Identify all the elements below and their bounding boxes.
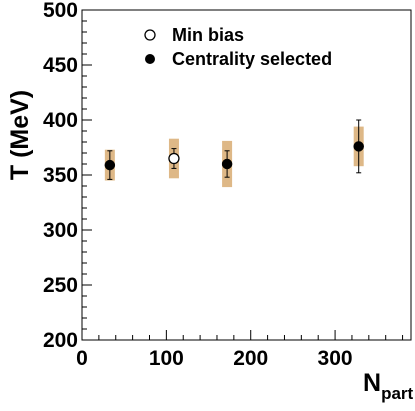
legend-label-min-bias: Min bias <box>172 25 244 45</box>
x-axis-tick-labels: 0 100 200 300 <box>76 347 352 370</box>
x-axis-title-subscript: part <box>381 384 413 403</box>
x-tick-label: 0 <box>76 347 88 370</box>
data-point-centrality-selected <box>221 158 233 170</box>
legend-label-centrality-selected: Centrality selected <box>172 49 332 69</box>
systematic-error-bands <box>104 126 364 188</box>
y-tick-label: 350 <box>43 164 78 187</box>
x-axis-title-main: N <box>363 369 381 397</box>
y-tick-label: 200 <box>43 329 78 352</box>
y-tick-label: 450 <box>43 54 78 77</box>
data-point-min-bias <box>168 152 180 165</box>
x-tick-label: 100 <box>149 347 184 370</box>
y-tick-label: 500 <box>43 0 78 22</box>
data-point-centrality-selected <box>104 159 116 171</box>
y-tick-label: 400 <box>43 109 78 132</box>
legend: Min bias Centrality selected <box>144 25 332 69</box>
data-point-centrality-selected <box>353 141 364 152</box>
data-markers <box>104 141 364 171</box>
legend-marker-min-bias <box>144 29 156 41</box>
statistical-error-bars <box>107 119 362 180</box>
y-tick-label: 250 <box>43 274 78 297</box>
y-tick-label: 300 <box>43 219 78 242</box>
x-axis-title: Npart <box>363 369 414 403</box>
x-axis-ticks <box>81 330 404 340</box>
legend-marker-centrality-selected <box>145 54 155 64</box>
x-tick-label: 200 <box>233 347 268 370</box>
y-axis-title: T (MeV) <box>6 90 34 180</box>
y-axis-ticks <box>82 9 92 341</box>
x-tick-label: 300 <box>318 347 353 370</box>
y-axis-tick-labels: 200 250 300 350 400 450 500 <box>43 0 78 352</box>
